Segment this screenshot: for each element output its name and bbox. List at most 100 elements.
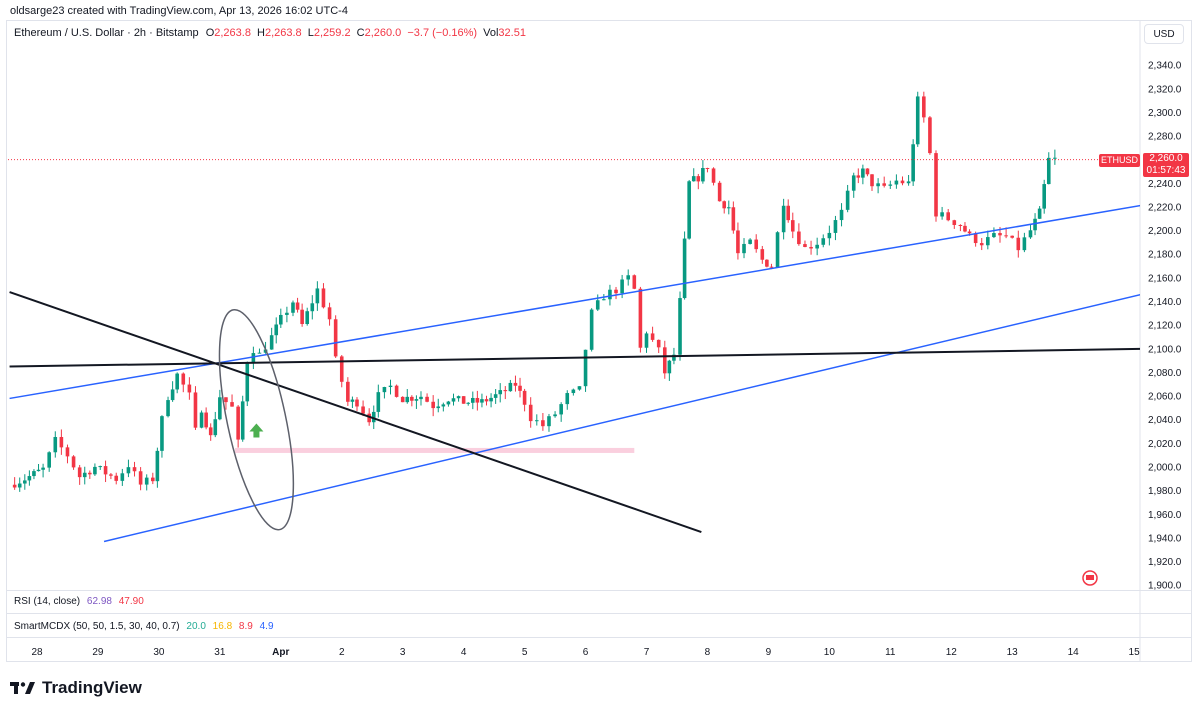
smc-label: SmartMCDX (50, 50, 1.5, 30, 40, 0.7) — [14, 621, 180, 632]
candle-up — [41, 467, 45, 470]
candle-down — [103, 466, 108, 475]
candle-down — [760, 249, 765, 260]
candle-up — [82, 472, 87, 478]
y-tick-label: 2,140.0 — [1148, 297, 1182, 308]
candle-up — [120, 473, 125, 481]
candle-up — [839, 209, 844, 221]
candle-down — [662, 347, 667, 374]
candle-up — [589, 309, 594, 350]
smc-legend: SmartMCDX (50, 50, 1.5, 30, 40, 0.7) 20.… — [14, 621, 278, 632]
smc-value-1: 20.0 — [186, 621, 206, 632]
candle-down — [295, 302, 300, 310]
candle-down — [88, 472, 92, 475]
x-tick-label: 6 — [583, 647, 589, 658]
support-zone — [235, 447, 635, 453]
x-tick-label: 4 — [461, 647, 467, 658]
candle-up — [781, 205, 786, 233]
candle-down — [638, 288, 643, 348]
candle-up — [602, 299, 606, 301]
candle-down — [400, 396, 405, 403]
x-tick-label: 15 — [1129, 647, 1141, 658]
candle-up — [155, 450, 160, 482]
candle-up — [436, 406, 441, 409]
candle-up — [876, 183, 880, 187]
candle-up — [608, 289, 612, 300]
candle-up — [906, 181, 911, 184]
candle-up — [547, 416, 551, 427]
candle-up — [620, 279, 624, 294]
last-price-value: 2,260.0 — [1149, 153, 1183, 164]
candle-down — [722, 201, 727, 209]
candle-down — [856, 175, 861, 178]
y-tick-label: 1,940.0 — [1148, 533, 1182, 544]
brand-name: TradingView — [42, 678, 142, 697]
x-tick-label: 11 — [885, 647, 896, 658]
candle-up — [382, 387, 387, 393]
candle-up — [682, 238, 687, 299]
x-tick-label: 14 — [1068, 647, 1080, 658]
candle-down — [900, 180, 905, 184]
x-tick-label: 29 — [92, 647, 104, 658]
candle-down — [187, 384, 192, 393]
candle-down — [717, 182, 722, 202]
candle-down — [327, 307, 332, 320]
candle-up — [160, 416, 164, 451]
candle-down — [410, 396, 414, 401]
candle-up — [93, 466, 97, 475]
x-tick-label: 31 — [214, 647, 226, 658]
pane-separator[interactable] — [7, 613, 1191, 614]
candle-down — [765, 259, 769, 267]
candle-up — [166, 400, 170, 417]
candle-up — [414, 399, 419, 401]
candle-down — [1004, 235, 1008, 237]
candle-down — [138, 471, 143, 485]
candle-up — [170, 389, 175, 401]
candle-down — [236, 406, 240, 440]
y-tick-label: 2,040.0 — [1148, 415, 1182, 426]
y-tick-label: 2,240.0 — [1148, 179, 1182, 190]
candle-down — [958, 224, 963, 226]
flag-icon-inner — [1086, 575, 1094, 580]
candle-up — [775, 232, 780, 268]
chart-frame — [6, 20, 1192, 662]
candle-up — [53, 436, 58, 453]
open-label: O — [205, 27, 215, 39]
candle-up — [274, 324, 279, 336]
x-tick-label: 13 — [1007, 647, 1019, 658]
candle-up — [498, 390, 503, 395]
x-tick-label: 28 — [31, 647, 43, 658]
candle-up — [27, 476, 32, 481]
candle-up — [571, 389, 576, 394]
candle-up — [23, 480, 27, 484]
candle-down — [528, 404, 533, 422]
candle-down — [754, 239, 759, 250]
chart-credit: oldsarge23 created with TradingView.com,… — [10, 5, 348, 17]
pane-separator[interactable] — [7, 637, 1191, 638]
y-tick-label: 2,320.0 — [1148, 84, 1182, 95]
y-tick-label: 1,980.0 — [1148, 486, 1182, 497]
x-tick-label: 7 — [644, 647, 650, 658]
candle-up — [405, 396, 410, 403]
candle-down — [882, 183, 887, 186]
high-value: 2,263.8 — [264, 27, 302, 39]
candle-down — [705, 168, 710, 170]
candle-down — [224, 397, 228, 403]
trendline — [103, 293, 1140, 543]
pane-separator[interactable] — [7, 590, 1191, 591]
currency-button[interactable]: USD — [1144, 24, 1184, 44]
candle-down — [952, 220, 957, 225]
candle-down — [967, 231, 972, 234]
trendline — [9, 204, 1140, 400]
candle-up — [565, 393, 570, 405]
candle-up — [644, 333, 649, 348]
x-tick-label: 30 — [153, 647, 165, 658]
smc-value-3: 8.9 — [238, 621, 253, 632]
open-value: 2,263.8 — [214, 27, 251, 39]
low-value: 2,259.2 — [313, 27, 351, 39]
candle-up — [36, 469, 41, 472]
trendline — [9, 291, 702, 533]
candle-down — [650, 333, 655, 340]
candle-up — [534, 420, 539, 422]
candle-down — [339, 356, 344, 382]
